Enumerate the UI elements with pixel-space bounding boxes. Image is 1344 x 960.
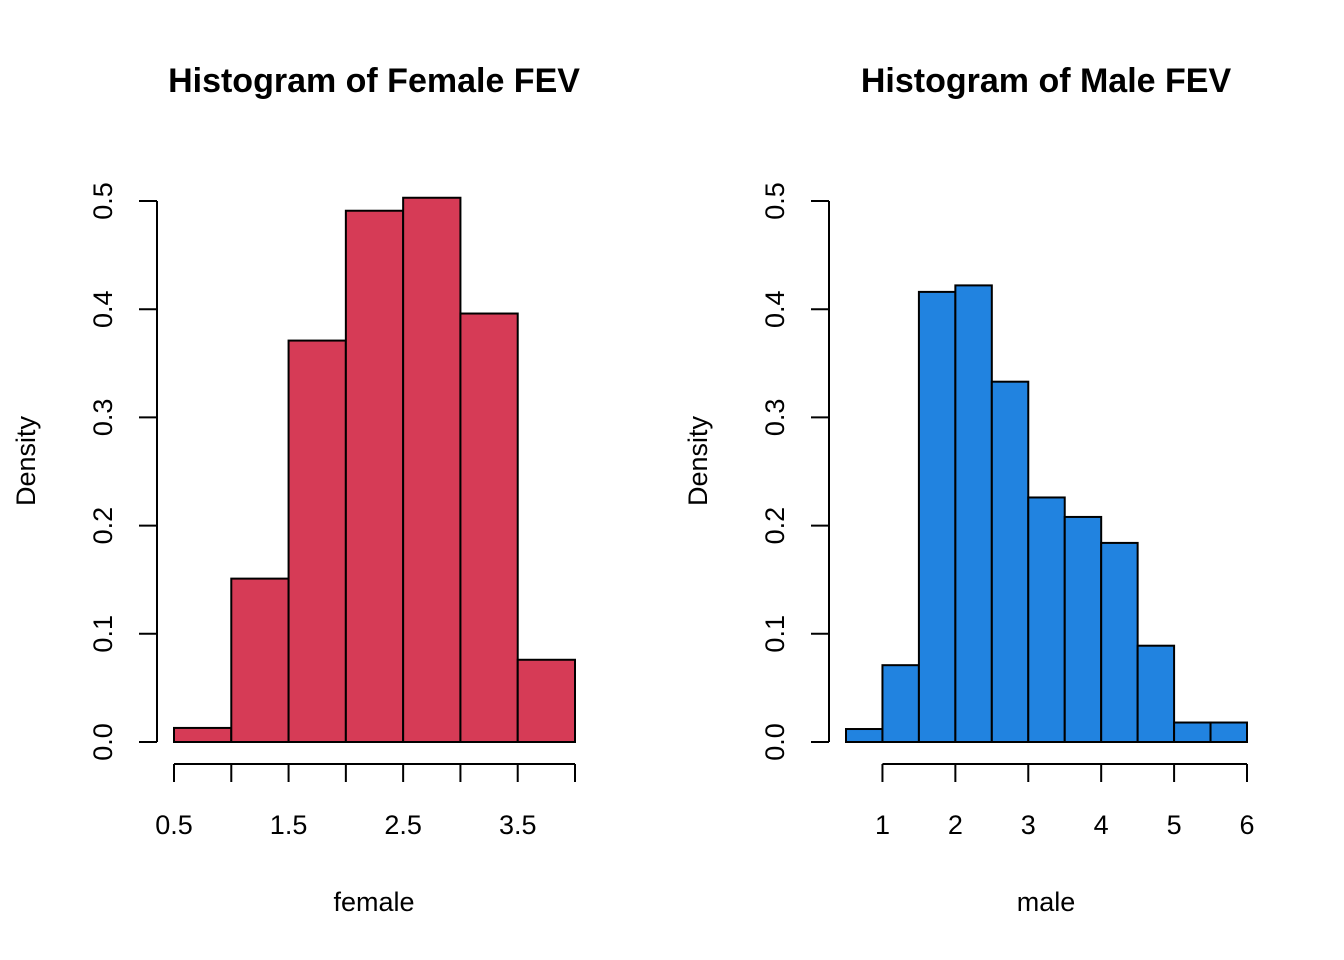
histogram-bar bbox=[1136, 644, 1176, 744]
histogram-bar bbox=[845, 728, 884, 743]
y-axis-label: Density bbox=[683, 415, 713, 506]
histogram-bar bbox=[954, 284, 993, 743]
x-axis-label: male bbox=[1017, 887, 1076, 917]
y-tick-label: 0.1 bbox=[88, 615, 118, 653]
chart-title: Histogram of Male FEV bbox=[861, 62, 1232, 100]
female-histogram-panel: Histogram of Female FEV female Density 0… bbox=[11, 62, 580, 917]
histogram-bar bbox=[881, 664, 920, 743]
bars bbox=[173, 196, 577, 744]
male-histogram-panel: Histogram of Male FEV male Density 0.00.… bbox=[683, 62, 1255, 917]
y-tick-label: 0.1 bbox=[760, 615, 790, 653]
y-tick-label: 0.0 bbox=[760, 723, 790, 761]
y-tick-label: 0.3 bbox=[88, 399, 118, 437]
y-axis: 0.0 0.1 0.2 0.3 0.4 0.5 bbox=[760, 182, 830, 761]
x-tick-label: 3.5 bbox=[499, 810, 537, 840]
histogram-bar bbox=[1173, 721, 1212, 743]
x-tick-label: 6 bbox=[1239, 810, 1254, 840]
histogram-bar bbox=[173, 726, 233, 744]
histogram-bar bbox=[1209, 721, 1248, 743]
chart-title: Histogram of Female FEV bbox=[168, 62, 580, 100]
histogram-bar bbox=[459, 312, 519, 743]
x-tick-label: 1.5 bbox=[270, 810, 308, 840]
histogram-bar bbox=[1027, 496, 1066, 743]
x-tick-label: 5 bbox=[1167, 810, 1182, 840]
x-tick-label: 3 bbox=[1021, 810, 1036, 840]
histogram-bar bbox=[344, 209, 405, 744]
y-axis-label: Density bbox=[11, 415, 41, 506]
y-tick-label: 0.5 bbox=[760, 182, 790, 220]
histogram-bar bbox=[402, 196, 462, 743]
histogram-bar bbox=[1100, 541, 1139, 743]
histogram-bar bbox=[230, 577, 290, 743]
x-tick-label: 1 bbox=[875, 810, 890, 840]
x-tick-label: 2 bbox=[948, 810, 963, 840]
histogram-bar bbox=[516, 658, 577, 744]
y-axis: 0.0 0.1 0.2 0.3 0.4 0.5 bbox=[88, 182, 158, 761]
histogram-bar bbox=[1063, 515, 1103, 743]
histogram-bar bbox=[287, 339, 347, 743]
x-axis: 1 2 3 4 5 6 bbox=[875, 763, 1255, 840]
x-tick-label: 4 bbox=[1094, 810, 1109, 840]
y-tick-label: 0.2 bbox=[760, 507, 790, 545]
y-tick-label: 0.4 bbox=[760, 290, 790, 328]
x-tick-label: 0.5 bbox=[155, 810, 193, 840]
histogram-bar bbox=[917, 290, 957, 743]
bars bbox=[845, 284, 1248, 744]
y-tick-label: 0.4 bbox=[88, 290, 118, 328]
x-axis: 0.5 1.5 2.5 3.5 bbox=[155, 763, 576, 840]
y-tick-label: 0.3 bbox=[760, 399, 790, 437]
histogram-bar bbox=[990, 380, 1030, 743]
x-axis-label: female bbox=[333, 887, 414, 917]
y-tick-label: 0.2 bbox=[88, 507, 118, 545]
y-tick-label: 0.5 bbox=[88, 182, 118, 220]
x-tick-label: 2.5 bbox=[384, 810, 422, 840]
y-tick-label: 0.0 bbox=[88, 723, 118, 761]
